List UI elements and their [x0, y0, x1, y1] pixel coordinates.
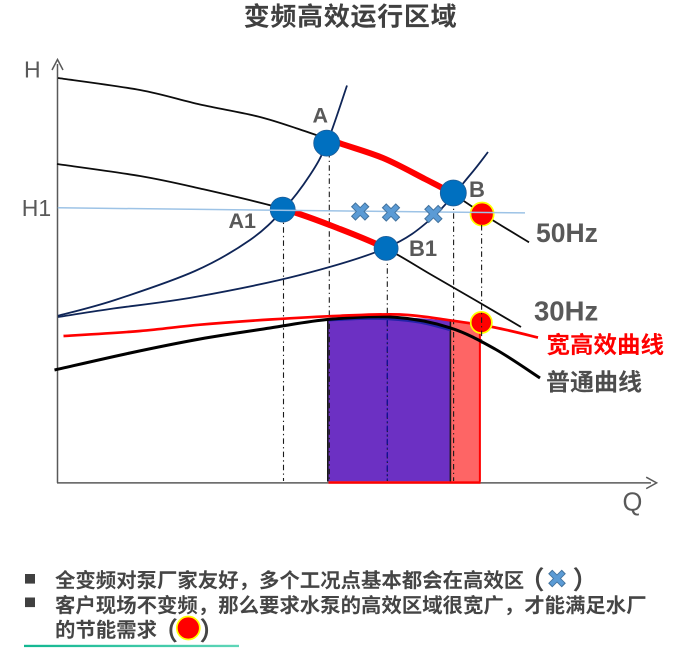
svg-text:50Hz: 50Hz: [536, 218, 598, 248]
svg-text:B: B: [469, 177, 485, 202]
svg-text:B1: B1: [409, 236, 437, 261]
svg-text:A: A: [313, 104, 329, 128]
svg-text:Q: Q: [623, 489, 643, 517]
svg-text:H: H: [24, 57, 41, 83]
svg-text:30Hz: 30Hz: [534, 296, 598, 327]
svg-text:H1: H1: [22, 195, 51, 221]
svg-text:A1: A1: [229, 209, 257, 233]
